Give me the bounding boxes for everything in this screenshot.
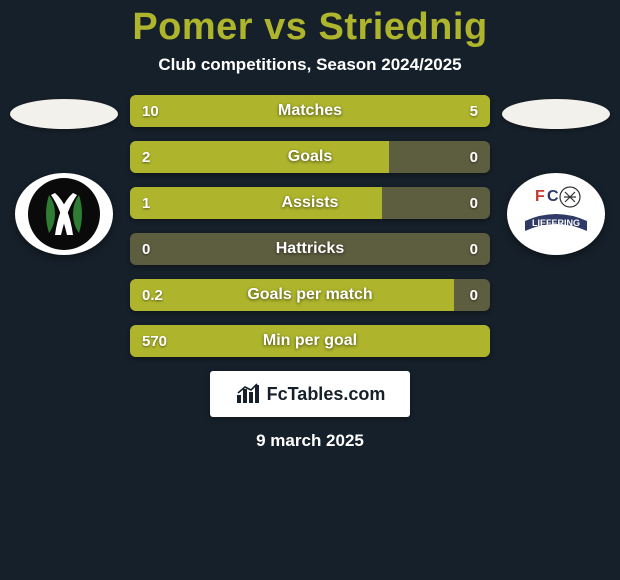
svg-text:LIEFERING: LIEFERING — [532, 218, 580, 228]
bar-value-left: 2 — [130, 141, 162, 173]
bar-value-right: 0 — [458, 141, 490, 173]
bar-seg-mid — [130, 233, 490, 265]
bar-row: 20Goals — [130, 141, 490, 173]
bar-value-left: 1 — [130, 187, 162, 219]
bar-row: 105Matches — [130, 95, 490, 127]
player-ellipse-right — [502, 99, 610, 129]
main-row: 105Matches20Goals10Assists00Hattricks0.2… — [0, 95, 620, 357]
bar-value-right: 5 — [458, 95, 490, 127]
bar-value-left: 0.2 — [130, 279, 175, 311]
bar-seg-left — [130, 141, 389, 173]
crest-left-svg — [25, 175, 103, 253]
bar-seg-left — [130, 325, 490, 357]
right-side: F C LIEFERING — [496, 95, 616, 255]
bar-value-right: 0 — [458, 187, 490, 219]
bar-seg-left — [130, 279, 454, 311]
bar-value-right: 0 — [458, 279, 490, 311]
brand-chart-icon — [235, 383, 261, 405]
page-title: Pomer vs Striednig — [0, 6, 620, 49]
bar-seg-left — [130, 187, 382, 219]
bar-value-left: 10 — [130, 95, 171, 127]
comparison-bars: 105Matches20Goals10Assists00Hattricks0.2… — [130, 95, 490, 357]
left-side — [4, 95, 124, 255]
bar-row: 0.20Goals per match — [130, 279, 490, 311]
brand-text: FcTables.com — [267, 384, 386, 405]
svg-text:F: F — [535, 188, 545, 205]
player-ellipse-left — [10, 99, 118, 129]
content-wrapper: Pomer vs Striednig Club competitions, Se… — [0, 0, 620, 580]
club-crest-left — [15, 173, 113, 255]
bar-row: 570Min per goal — [130, 325, 490, 357]
bar-value-right: 0 — [458, 233, 490, 265]
subtitle: Club competitions, Season 2024/2025 — [0, 55, 620, 75]
bar-value-left: 570 — [130, 325, 179, 357]
bar-row: 10Assists — [130, 187, 490, 219]
brand-box[interactable]: FcTables.com — [210, 371, 410, 417]
bar-value-left: 0 — [130, 233, 162, 265]
svg-text:C: C — [547, 188, 559, 205]
date-text: 9 march 2025 — [0, 431, 620, 451]
crest-right-svg: F C LIEFERING — [515, 173, 597, 255]
bar-row: 00Hattricks — [130, 233, 490, 265]
club-crest-right: F C LIEFERING — [507, 173, 605, 255]
